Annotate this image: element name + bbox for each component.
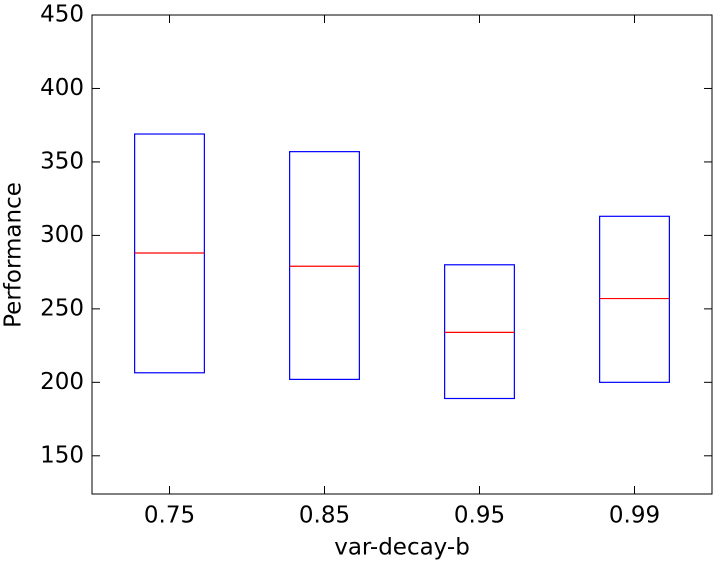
x-tick-label: 0.99 xyxy=(609,503,660,529)
y-axis-label: Performance xyxy=(1,182,27,328)
plot-frame xyxy=(91,14,713,495)
y-tick-label: 250 xyxy=(40,295,84,321)
x-tick-label: 0.85 xyxy=(299,503,350,529)
x-axis-label: var-decay-b xyxy=(334,535,470,561)
y-tick-label: 150 xyxy=(40,442,84,468)
box xyxy=(444,264,515,400)
x-tick-label: 0.95 xyxy=(454,503,505,529)
box xyxy=(599,215,670,383)
y-tick-label: 200 xyxy=(40,369,84,395)
y-tick-label: 300 xyxy=(40,222,84,248)
y-tick-label: 450 xyxy=(40,2,84,28)
y-tick-label: 350 xyxy=(40,148,84,174)
x-tick-label: 0.75 xyxy=(144,503,195,529)
y-tick-label: 400 xyxy=(40,75,84,101)
box xyxy=(289,151,360,380)
